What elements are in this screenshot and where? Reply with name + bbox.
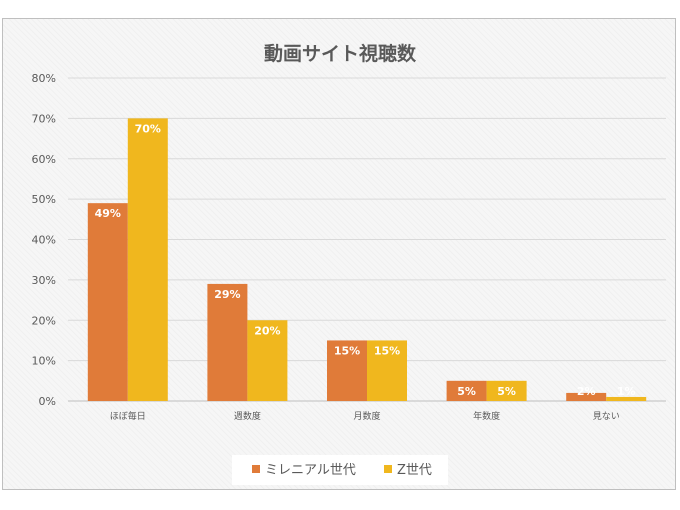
y-tick-label: 10% bbox=[32, 355, 56, 368]
y-tick-label: 50% bbox=[32, 193, 56, 206]
x-axis-ticks: ほぼ毎日 週数度 月数度 年数度 見ない bbox=[110, 410, 620, 422]
legend-label: ミレニアル世代 bbox=[265, 463, 356, 478]
data-labels: 49% 70% 29% 20% 15% 15% 5% 5% 2% 1% bbox=[95, 122, 636, 398]
bar bbox=[367, 340, 407, 401]
y-tick-label: 80% bbox=[32, 72, 56, 85]
bar bbox=[606, 396, 647, 401]
data-label: 15% bbox=[334, 344, 360, 357]
data-label: 49% bbox=[95, 207, 121, 220]
bar bbox=[566, 392, 607, 401]
bar bbox=[486, 380, 527, 401]
x-tick-label: 見ない bbox=[593, 411, 620, 422]
chart-frame bbox=[2, 18, 676, 490]
bar bbox=[327, 340, 367, 401]
chart-title: 動画サイト視聴数 bbox=[264, 42, 417, 65]
y-axis-ticks: 0% 10% 20% 30% 40% 50% 60% 70% 80% bbox=[32, 72, 56, 408]
legend-label: Z世代 bbox=[397, 463, 432, 478]
data-label: 5% bbox=[497, 385, 516, 398]
legend-swatch bbox=[252, 465, 260, 473]
legend-swatch bbox=[384, 465, 392, 473]
bar bbox=[446, 380, 487, 401]
data-label: 20% bbox=[254, 324, 280, 337]
data-label: 29% bbox=[214, 288, 240, 301]
y-tick-label: 0% bbox=[39, 395, 56, 408]
bar bbox=[127, 118, 168, 401]
data-label: 2% bbox=[577, 385, 596, 398]
bar bbox=[87, 203, 128, 401]
data-label: 1% bbox=[617, 385, 636, 398]
y-tick-label: 70% bbox=[32, 112, 56, 125]
y-tick-label: 60% bbox=[32, 153, 56, 166]
bar bbox=[207, 283, 248, 401]
x-tick-label: 月数度 bbox=[353, 410, 380, 422]
x-tick-label: 週数度 bbox=[234, 410, 261, 422]
bar bbox=[247, 320, 288, 401]
x-tick-label: 年数度 bbox=[473, 410, 500, 422]
x-tick-label: ほぼ毎日 bbox=[110, 410, 146, 422]
y-tick-label: 20% bbox=[32, 314, 56, 327]
bars bbox=[87, 118, 647, 401]
legend-background bbox=[232, 455, 448, 485]
y-tick-label: 30% bbox=[32, 274, 56, 287]
data-label: 15% bbox=[374, 344, 400, 357]
legend: ミレニアル世代 Z世代 bbox=[232, 455, 448, 485]
y-tick-label: 40% bbox=[32, 234, 56, 247]
data-label: 5% bbox=[457, 385, 476, 398]
data-label: 70% bbox=[135, 122, 161, 135]
